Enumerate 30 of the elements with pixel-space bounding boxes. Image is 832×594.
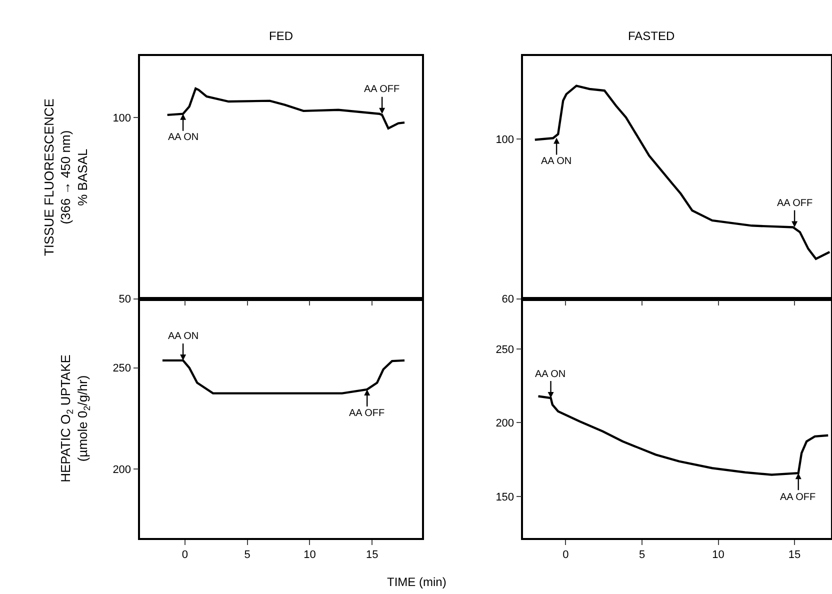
y-tick-label: 100	[112, 112, 132, 124]
y-tick-label: 150	[496, 491, 514, 504]
chart-title: FED	[269, 29, 294, 43]
x-tick-label: 5	[244, 549, 250, 562]
annotation: AA OFF	[364, 84, 400, 95]
y-tick-label: 100	[496, 134, 514, 146]
y-tick-label: 50	[118, 294, 132, 306]
y-tick-label: 60	[502, 294, 514, 306]
y-axis-title: TISSUE FLUORESCENCE (366 → 450 nm) % BASAL	[41, 98, 90, 256]
x-tick-label: 15	[788, 549, 801, 562]
annotation: AA ON	[168, 331, 199, 342]
x-axis-title: TIME (min)	[387, 575, 446, 589]
y-tick-label: 250	[496, 344, 514, 356]
y-tick-label: 200	[496, 418, 514, 430]
x-tick-label: 10	[712, 549, 724, 562]
x-tick-label: 10	[304, 549, 316, 562]
x-tick-label: 0	[182, 549, 188, 562]
annotation: AA ON	[535, 369, 566, 380]
y-tick-label: 250	[112, 362, 132, 375]
y-tick-label: 200	[112, 464, 132, 476]
annotation: AA ON	[541, 156, 572, 167]
annotation: AA ON	[168, 132, 199, 143]
line-series	[166, 87, 406, 130]
annotation: AA OFF	[780, 492, 816, 503]
annotation: AA OFF	[777, 198, 813, 209]
chart-title: FASTED	[628, 29, 676, 43]
x-tick-label: 5	[638, 549, 646, 562]
x-tick-label: 15	[366, 549, 378, 562]
x-tick-label: 0	[562, 549, 569, 562]
annotation: AA OFF	[349, 408, 385, 419]
